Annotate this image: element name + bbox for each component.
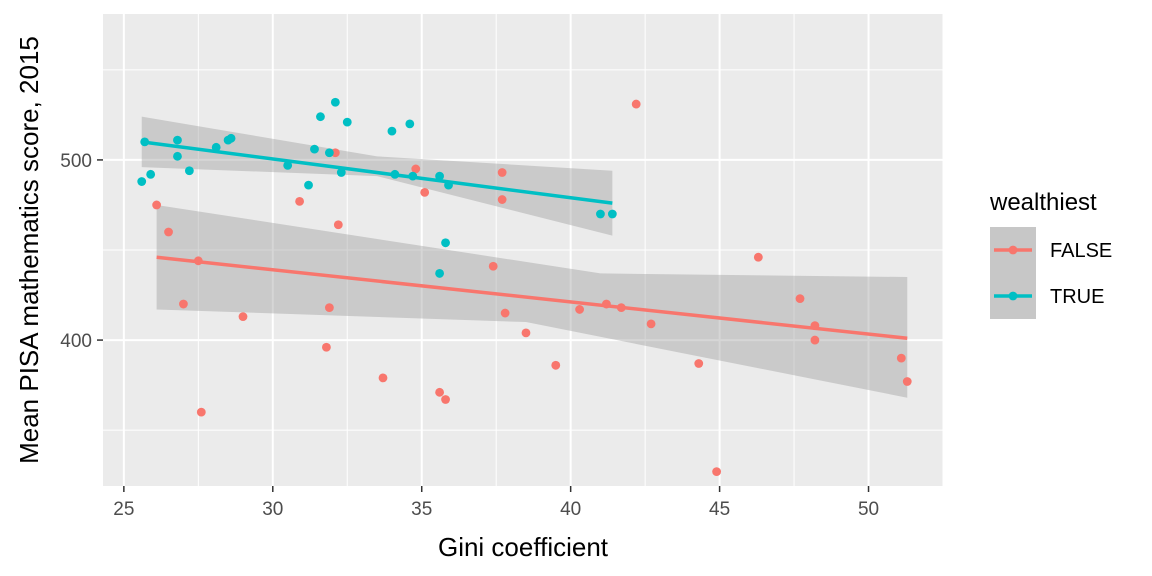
data-point-true [283,160,293,170]
data-point-true [226,133,236,143]
axes: 25 30 35 40 45 50 400 500 [60,151,879,520]
confidence-band-true [141,116,613,236]
data-point-false [551,360,561,370]
x-tick-label: 45 [709,499,730,520]
data-point-false [322,342,331,352]
confidence-band-false [156,204,908,398]
data-point-false [646,319,656,329]
y-tick-label: 400 [60,331,92,352]
data-point-true [173,151,182,161]
data-point-true [342,117,352,127]
data-point-false [152,200,162,210]
confidence-bands [141,116,908,398]
data-point-true [173,135,182,145]
data-point-true [435,171,444,181]
data-point-true [211,142,221,152]
legend-title: wealthiest [989,189,1097,216]
data-point-false [497,168,507,177]
data-point-false [295,196,304,206]
data-point-true [336,168,346,177]
data-point-false [164,227,173,237]
data-point-true [435,269,444,278]
data-point-true [304,180,313,190]
x-tick-label: 25 [113,499,134,520]
fit-line-false [156,255,908,341]
data-point-false [238,312,248,322]
legend-key-false [990,227,1036,273]
data-point-false [694,359,704,368]
x-tick-label: 40 [560,499,581,520]
legend: wealthiest FALSE TRUE [989,189,1112,319]
data-point-false [378,373,388,383]
data-point-false [712,467,722,476]
legend-items: FALSE TRUE [990,227,1112,319]
data-point-false [179,299,188,309]
data-point-false [902,377,912,386]
legend-key-point [1008,291,1018,301]
data-point-false [324,303,334,313]
data-point-false [441,395,450,404]
data-point-false [411,164,421,174]
data-point-false [333,220,343,230]
data-point-false [575,305,584,314]
data-point-false [500,308,510,318]
legend-label-true: TRUE [1050,286,1104,308]
data-point-false [631,99,641,109]
data-point-true [146,169,156,179]
data-point-false [420,187,430,197]
data-point-true [330,97,340,107]
data-point-true [324,148,334,158]
data-point-true [405,119,415,129]
data-point-false [488,261,498,271]
data-point-false [521,328,531,338]
data-point-true [310,144,319,154]
x-tick-label: 30 [262,499,283,520]
data-point-true [596,209,605,219]
data-point-false [753,252,763,262]
data-point-true [184,166,194,176]
major-gridlines [103,14,943,486]
data-point-false [896,353,906,363]
fit-lines [141,140,908,341]
data-point-false [497,195,507,204]
data-point-true [316,112,325,122]
legend-label-false: FALSE [1050,240,1112,262]
y-tick-label: 500 [60,151,92,172]
legend-key-point [1008,245,1018,255]
data-point-false [196,407,206,417]
legend-key-true [990,273,1036,319]
y-axis-title: Mean PISA mathematics score, 2015 [14,36,44,464]
data-point-false [810,335,820,345]
x-tick-label: 50 [858,499,879,520]
minor-gridlines [103,14,944,486]
data-point-true [137,177,147,186]
x-axis-title: Gini coefficient [438,532,609,562]
data-point-false [435,387,444,397]
data-point-true [387,126,397,136]
x-tick-label: 35 [411,499,432,520]
fit-line-true [141,140,613,205]
data-point-false [795,294,805,304]
data-point-true [607,209,617,219]
data-point-true [441,238,450,248]
